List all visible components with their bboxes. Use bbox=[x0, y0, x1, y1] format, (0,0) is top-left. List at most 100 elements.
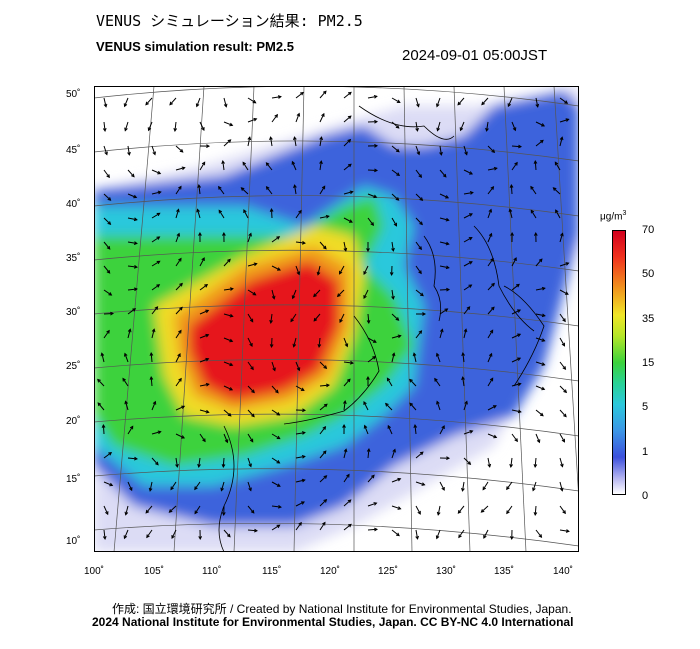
wind-arrow bbox=[339, 313, 345, 323]
wind-arrow bbox=[457, 97, 465, 106]
wind-arrow-head bbox=[347, 138, 352, 143]
wind-arrow bbox=[487, 405, 497, 411]
wind-arrow-head bbox=[149, 375, 154, 380]
wind-arrow bbox=[439, 217, 449, 221]
wind-arrow-head bbox=[205, 333, 210, 338]
wind-arrow bbox=[436, 529, 441, 539]
wind-arrow bbox=[343, 163, 352, 171]
wind-arrow bbox=[175, 167, 185, 171]
wind-arrow-head bbox=[339, 270, 343, 275]
wind-arrow-head bbox=[133, 287, 138, 292]
wind-arrow bbox=[434, 378, 441, 387]
wind-arrow bbox=[559, 433, 565, 443]
wind-arrow-head bbox=[319, 160, 323, 165]
wind-arrow-head bbox=[251, 413, 255, 418]
wind-arrow-head bbox=[396, 532, 400, 537]
wind-arrow-head bbox=[445, 195, 450, 199]
wind-arrow bbox=[487, 457, 491, 467]
wind-arrow-head bbox=[301, 454, 306, 459]
wind-arrow bbox=[363, 401, 369, 411]
wind-arrow-head bbox=[197, 184, 202, 189]
wind-arrow bbox=[535, 287, 545, 291]
wind-arrow bbox=[319, 186, 326, 195]
wind-arrow bbox=[415, 145, 420, 155]
wind-arrow-head bbox=[435, 535, 440, 540]
wind-arrow-head bbox=[491, 149, 496, 154]
wind-arrow-head bbox=[419, 451, 424, 456]
wind-arrow-head bbox=[565, 529, 570, 533]
wind-arrow-head bbox=[177, 353, 181, 357]
wind-arrow-head bbox=[490, 186, 495, 190]
wind-arrow-head bbox=[415, 535, 419, 540]
wind-arrow-head bbox=[272, 367, 276, 372]
wind-arrow-head bbox=[198, 536, 203, 541]
wind-arrow-head bbox=[343, 247, 348, 252]
wind-arrow-head bbox=[445, 265, 450, 270]
wind-arrow bbox=[439, 169, 447, 178]
wind-arrow bbox=[242, 162, 249, 171]
wind-arrow-head bbox=[123, 103, 128, 108]
wind-arrow-head bbox=[336, 293, 341, 298]
wind-arrow-head bbox=[133, 264, 138, 269]
wind-arrow-head bbox=[488, 232, 493, 237]
wind-arrow bbox=[463, 457, 471, 465]
wind-arrow-head bbox=[373, 94, 378, 99]
wind-arrow bbox=[559, 289, 569, 295]
wind-arrow bbox=[391, 241, 394, 251]
wind-arrow-head bbox=[248, 232, 252, 237]
wind-arrow-head bbox=[371, 474, 375, 479]
wind-arrow bbox=[511, 333, 521, 339]
timestamp: 2024-09-01 05:00JST bbox=[402, 47, 548, 64]
wind-arrow bbox=[555, 209, 561, 219]
wind-arrow bbox=[151, 457, 159, 466]
wind-arrow bbox=[486, 121, 489, 131]
wind-arrow bbox=[553, 187, 561, 195]
wind-arrow-head bbox=[198, 231, 202, 236]
wind-arrow-head bbox=[509, 463, 514, 468]
wind-arrow bbox=[223, 385, 233, 391]
wind-arrow-head bbox=[123, 535, 128, 540]
wind-arrow-head bbox=[106, 174, 110, 179]
wind-arrow bbox=[391, 449, 396, 459]
wind-arrow-head bbox=[107, 197, 112, 201]
wind-arrow bbox=[175, 258, 182, 267]
wind-arrow-head bbox=[396, 99, 401, 103]
wind-arrow-head bbox=[224, 439, 229, 444]
wind-arrow-head bbox=[322, 450, 327, 455]
wind-arrow-head bbox=[562, 366, 567, 370]
wind-arrow-head bbox=[254, 528, 259, 533]
wind-arrow-head bbox=[395, 197, 400, 201]
wind-arrow bbox=[123, 529, 129, 539]
wind-arrow bbox=[367, 502, 377, 507]
wind-arrow bbox=[436, 97, 441, 107]
wind-arrow bbox=[511, 145, 522, 148]
wind-arrow-head bbox=[221, 160, 225, 165]
wind-arrow-head bbox=[482, 486, 487, 491]
wind-arrow bbox=[295, 265, 300, 275]
wind-arrow-head bbox=[416, 103, 420, 108]
wind-arrow bbox=[385, 403, 393, 411]
wind-arrow-head bbox=[464, 400, 468, 405]
wind-arrow-head bbox=[436, 511, 441, 516]
wind-arrow bbox=[223, 409, 232, 417]
wind-arrow bbox=[439, 425, 445, 435]
wind-arrow bbox=[127, 265, 137, 268]
wind-arrow-head bbox=[250, 509, 255, 514]
wind-arrow bbox=[339, 265, 345, 275]
wind-arrow-head bbox=[346, 378, 351, 383]
wind-arrow bbox=[463, 284, 472, 291]
wind-arrow bbox=[463, 192, 473, 195]
title-english: VENUS simulation result: PM2.5 bbox=[96, 39, 294, 54]
wind-arrow-head bbox=[291, 295, 296, 300]
wind-arrow bbox=[145, 97, 153, 106]
wind-arrow-head bbox=[131, 173, 135, 178]
wind-arrow-head bbox=[269, 207, 274, 212]
wind-arrow bbox=[343, 191, 353, 195]
wind-arrow bbox=[103, 312, 114, 315]
wind-arrow bbox=[391, 353, 395, 363]
wind-arrow-head bbox=[349, 190, 354, 195]
wind-arrow-head bbox=[539, 412, 544, 417]
wind-arrow-head bbox=[492, 405, 497, 409]
wind-arrow bbox=[462, 353, 465, 363]
wind-arrow bbox=[145, 505, 153, 514]
